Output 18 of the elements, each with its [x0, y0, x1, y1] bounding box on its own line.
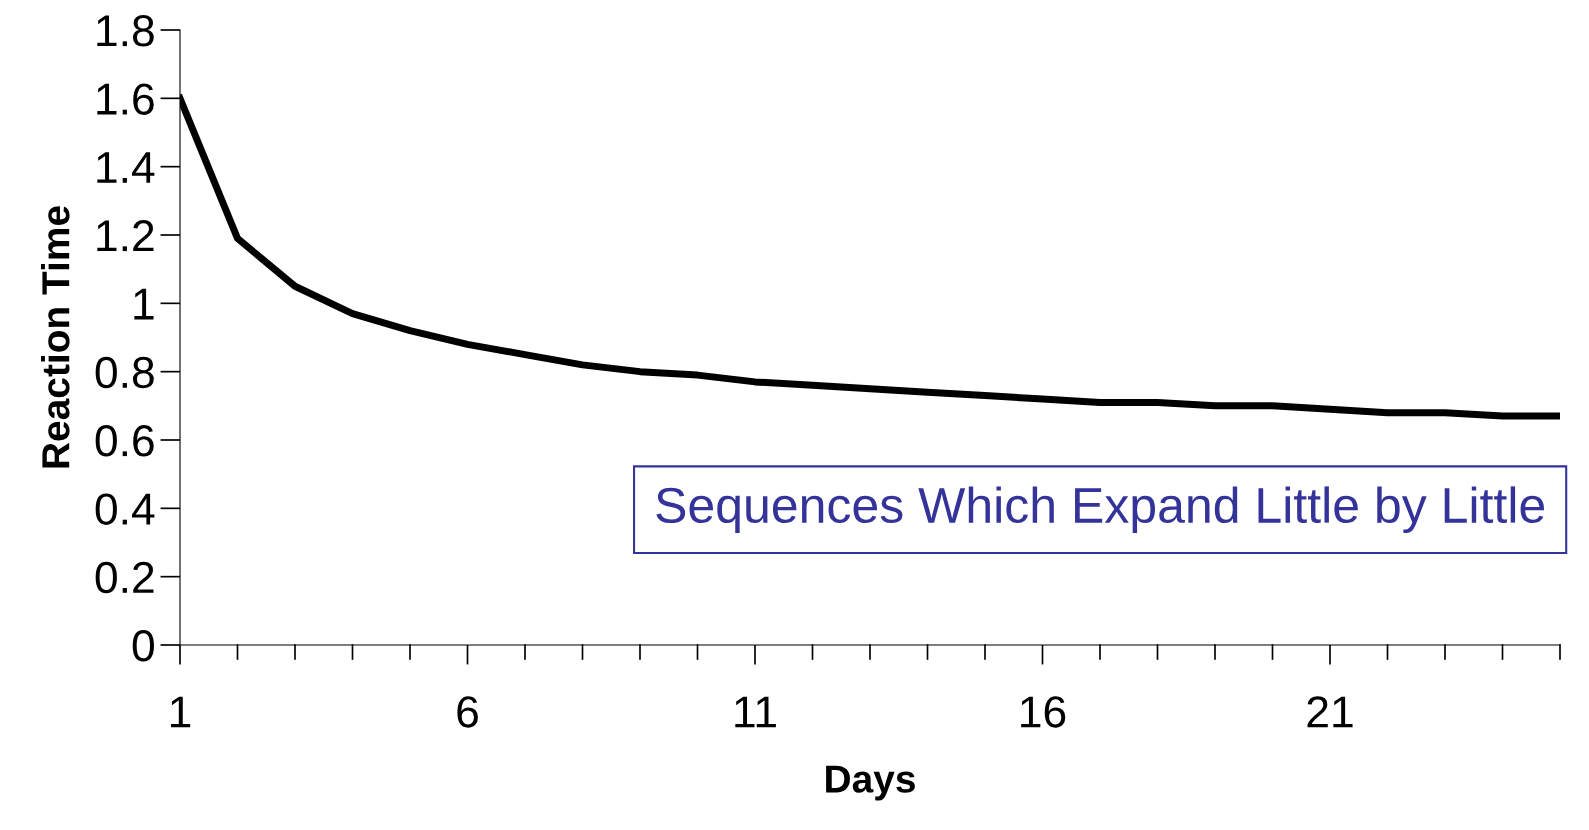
y-tick-label: 1: [134, 288, 154, 320]
y-tick-label: 0.6: [95, 425, 154, 457]
y-tick-label: 1.6: [97, 83, 154, 115]
y-tick-label: 1.4: [97, 152, 155, 183]
y-tick-label: 0.2: [95, 561, 154, 594]
x-tick-label: 6: [457, 696, 478, 728]
y-tick-label: 1.2: [97, 220, 154, 252]
y-tick-label: 0.4: [95, 493, 155, 525]
y-axis-title: Reaction Time: [41, 206, 70, 468]
x-tick-label: 1: [171, 696, 191, 728]
y-tick-label: 0.8: [95, 356, 154, 389]
x-tick-label: 11: [735, 696, 776, 728]
x-tick-label: 21: [1307, 696, 1353, 728]
x-tick-label: 16: [1021, 696, 1066, 728]
annotation: Sequences Which Expand Little by Little: [656, 486, 1545, 533]
y-tick-label: 1.8: [97, 15, 154, 47]
y-tick-label: 0: [132, 630, 154, 662]
x-axis-title: Days: [826, 765, 915, 801]
